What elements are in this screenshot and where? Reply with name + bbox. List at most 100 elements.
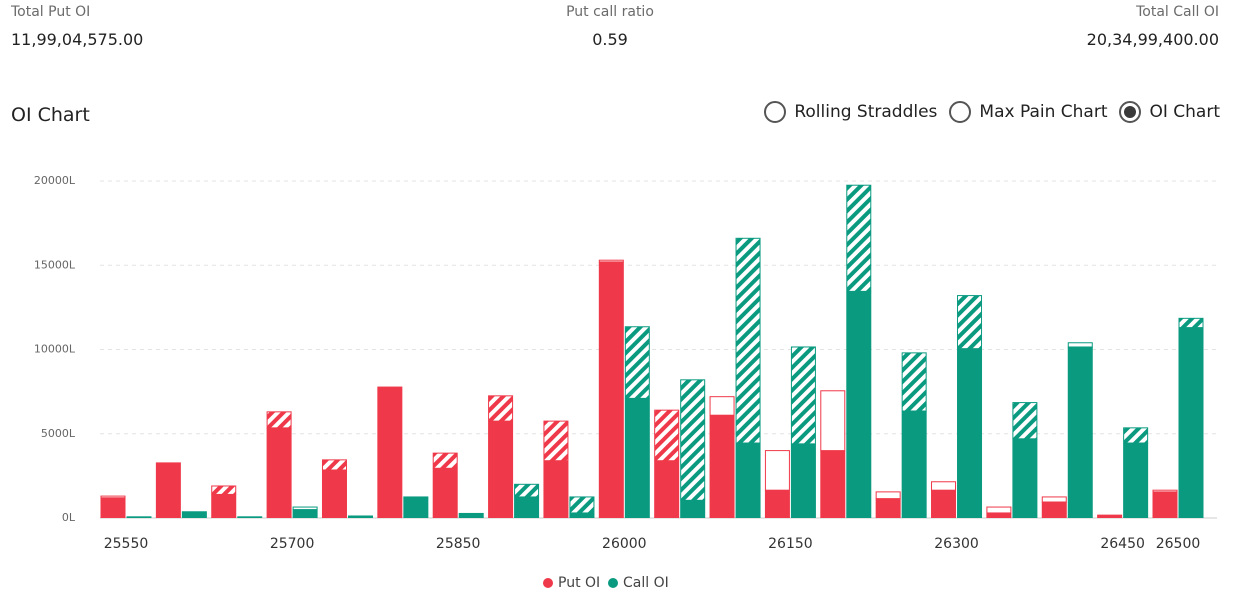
bar — [1041, 501, 1067, 518]
y-tick-label: 10000L — [34, 343, 76, 356]
bar-change-increase — [432, 452, 458, 469]
radio-button[interactable] — [764, 101, 787, 123]
bar — [377, 386, 403, 518]
bar — [846, 291, 872, 518]
bar — [709, 415, 735, 518]
bar — [735, 443, 761, 518]
bar — [1123, 443, 1149, 518]
bar — [624, 398, 650, 518]
bar-change-decrease — [931, 481, 957, 491]
y-tick-label: 15000L — [34, 258, 76, 271]
radio-label[interactable]: OI Chart — [1149, 102, 1220, 122]
bar — [321, 469, 347, 518]
bar-change-decrease — [403, 496, 429, 499]
bar-change-decrease — [100, 495, 126, 499]
radio-label[interactable]: Rolling Straddles — [794, 102, 938, 122]
bar — [211, 494, 237, 518]
stat-pcr: Put call ratio 0.59 — [510, 4, 710, 49]
bar — [901, 411, 927, 518]
bar-change-increase — [543, 420, 569, 462]
bar-change-decrease — [292, 506, 318, 511]
bar — [266, 427, 292, 518]
bar-change-increase — [488, 395, 514, 422]
bar-change-decrease — [820, 390, 846, 452]
x-tick-label: 26500 — [1156, 536, 1201, 552]
stat-label: Put call ratio — [566, 4, 654, 20]
bar-change-increase — [846, 184, 872, 292]
bar-change-decrease — [986, 506, 1012, 514]
stat-label: Total Put OI — [11, 4, 91, 20]
stat-value: 11,99,04,575.00 — [11, 30, 144, 49]
bar-change-decrease — [1041, 496, 1067, 503]
radio-option[interactable]: OI Chart — [1119, 101, 1220, 123]
bar-change-decrease — [764, 450, 790, 491]
bar — [514, 496, 540, 518]
radio-label[interactable]: Max Pain Chart — [979, 102, 1108, 122]
bar-change-increase — [1178, 317, 1204, 329]
x-tick-label: 26300 — [934, 536, 979, 552]
bar-change-decrease — [709, 396, 735, 416]
bar-change-decrease — [598, 259, 624, 263]
radio-dot — [1124, 106, 1137, 118]
bar-change-decrease — [875, 491, 901, 500]
radio-option[interactable]: Rolling Straddles — [764, 101, 937, 123]
bar — [598, 261, 624, 518]
stat-value: 20,34,99,400.00 — [1086, 30, 1219, 49]
stat-call: Total Call OI 20,34,99,400.00 — [1087, 4, 1219, 49]
bar — [790, 443, 816, 518]
bar — [680, 500, 706, 518]
radio-button[interactable] — [1119, 101, 1142, 123]
x-tick-label: 25850 — [436, 536, 481, 552]
x-tick-label: 25550 — [104, 536, 149, 552]
y-tick-label: 20000L — [34, 174, 76, 187]
bar — [237, 516, 263, 518]
bar-change-increase — [1012, 402, 1038, 440]
legend-marker — [608, 578, 618, 588]
bar-change-increase — [957, 295, 983, 350]
bar — [126, 516, 152, 518]
bar-change-increase — [211, 485, 237, 495]
bar-change-increase — [790, 346, 816, 445]
section-title: OI Chart — [11, 104, 90, 126]
bar-change-increase — [321, 459, 347, 471]
legend-marker — [543, 578, 553, 588]
bar — [764, 490, 790, 518]
bar-change-increase — [624, 326, 650, 399]
bar — [569, 512, 595, 518]
legend-label: Call OI — [623, 575, 669, 591]
x-tick-label: 25700 — [270, 536, 315, 552]
bar — [1152, 491, 1178, 518]
stat-put: Total Put OI 11,99,04,575.00 — [11, 4, 143, 49]
bar — [155, 462, 181, 518]
stat-label: Total Call OI — [1136, 4, 1219, 20]
bar — [986, 512, 1012, 518]
x-tick-label: 26150 — [768, 536, 813, 552]
bar-change-increase — [654, 409, 680, 462]
bar-change-increase — [514, 483, 540, 498]
bar-change-decrease — [1152, 489, 1178, 493]
radio-option[interactable]: Max Pain Chart — [949, 101, 1107, 123]
legend-label: Put OI — [558, 575, 600, 591]
bar — [403, 497, 429, 518]
bar-change-increase — [266, 411, 292, 429]
bar-change-increase — [901, 352, 927, 412]
chart-options: Rolling Straddles Max Pain Chart OI Chart — [764, 101, 1220, 123]
bar — [100, 497, 126, 518]
bar — [347, 515, 373, 518]
bar — [1012, 438, 1038, 518]
bar — [1097, 514, 1123, 518]
bar — [181, 511, 207, 518]
bar-change-increase — [1123, 427, 1149, 444]
bar — [1178, 327, 1204, 518]
x-tick-label: 26000 — [602, 536, 647, 552]
bar — [654, 460, 680, 518]
bar — [820, 450, 846, 518]
y-tick-label: 0L — [62, 511, 76, 524]
radio-button[interactable] — [949, 101, 972, 123]
chart: 0L 5000L 10000L 15000L 20000L 25550 25700 25850… — [34, 174, 1217, 591]
bar-change-increase — [569, 496, 595, 514]
x-tick-label: 26450 — [1100, 536, 1145, 552]
stat-value: 0.59 — [592, 30, 628, 49]
y-tick-label: 5000L — [41, 427, 76, 440]
